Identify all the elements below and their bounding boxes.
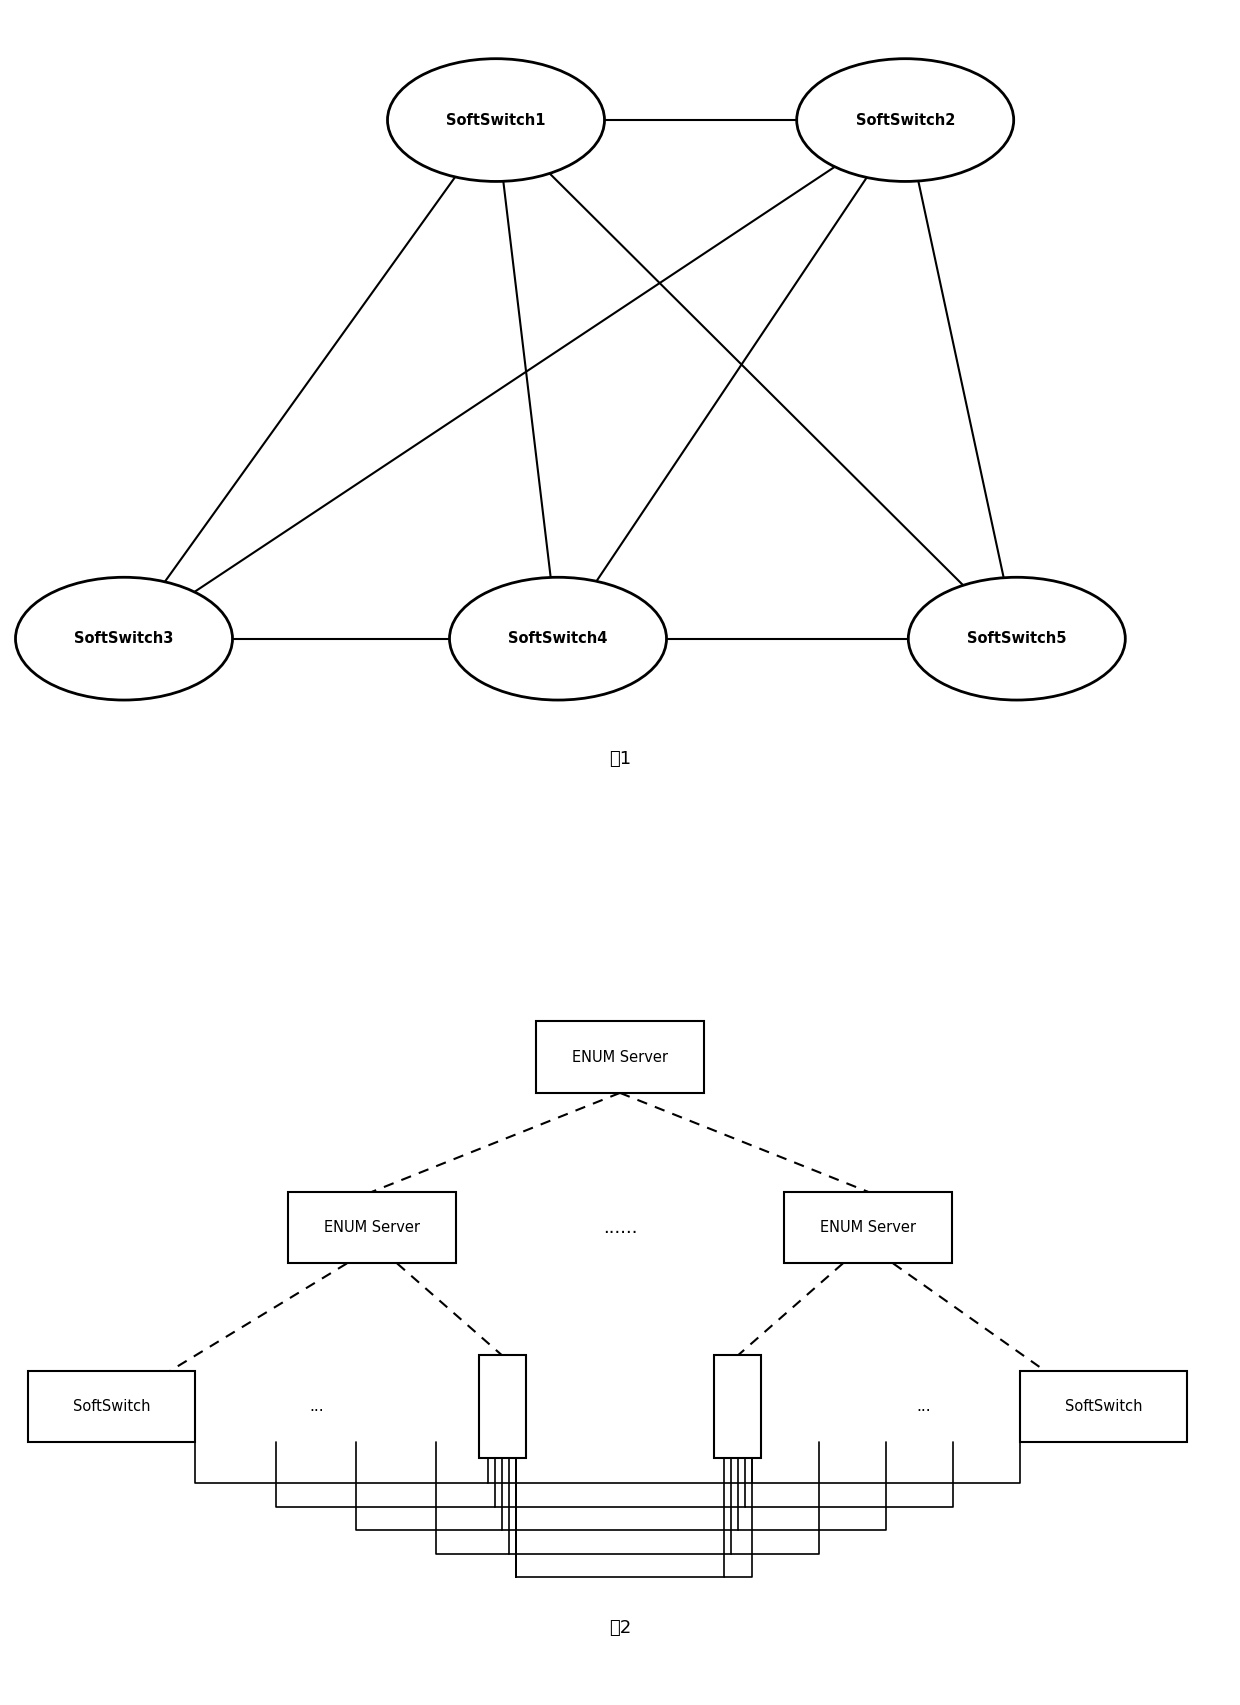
Text: 图2: 图2 [609,1620,631,1637]
Ellipse shape [15,578,233,701]
Text: SoftSwitch2: SoftSwitch2 [856,113,955,128]
Ellipse shape [908,578,1126,701]
Text: ENUM Server: ENUM Server [324,1221,420,1234]
Text: ...: ... [309,1400,324,1413]
Text: ...: ... [916,1400,931,1413]
Text: SoftSwitch: SoftSwitch [1065,1400,1142,1413]
FancyBboxPatch shape [536,1021,704,1093]
Text: ENUM Server: ENUM Server [820,1221,916,1234]
FancyBboxPatch shape [27,1371,196,1442]
Ellipse shape [387,58,605,181]
Text: SoftSwitch4: SoftSwitch4 [508,631,608,646]
Ellipse shape [449,578,667,701]
FancyBboxPatch shape [479,1355,526,1458]
Text: 图1: 图1 [609,750,631,767]
Text: SoftSwitch5: SoftSwitch5 [967,631,1066,646]
FancyBboxPatch shape [714,1355,761,1458]
Text: ......: ...... [603,1219,637,1236]
Text: ENUM Server: ENUM Server [572,1050,668,1064]
FancyBboxPatch shape [288,1192,456,1263]
Text: SoftSwitch1: SoftSwitch1 [446,113,546,128]
FancyBboxPatch shape [1019,1371,1188,1442]
FancyBboxPatch shape [784,1192,952,1263]
Text: SoftSwitch3: SoftSwitch3 [74,631,174,646]
Ellipse shape [796,58,1013,181]
Text: SoftSwitch: SoftSwitch [73,1400,150,1413]
